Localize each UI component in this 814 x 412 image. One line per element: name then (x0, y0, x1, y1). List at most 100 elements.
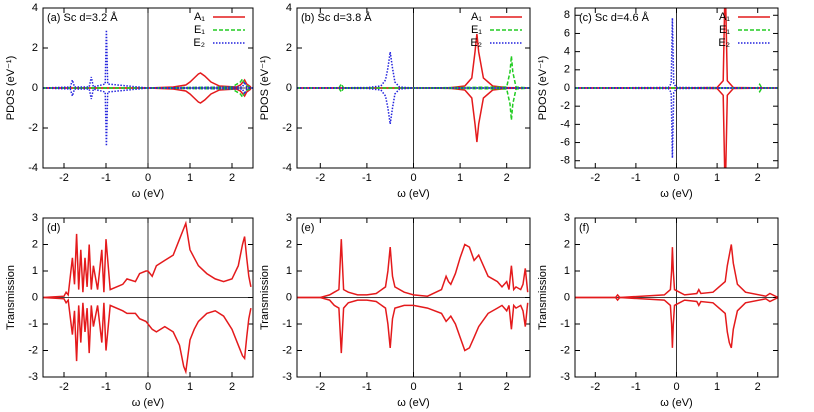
series-line (297, 239, 529, 299)
x-tick-label: -1 (101, 381, 111, 393)
x-axis-label: ω (eV) (660, 188, 692, 200)
series-line (575, 87, 778, 94)
y-axis-label: PDOS (eV⁻¹) (5, 56, 17, 120)
y-tick-label: -4 (282, 162, 292, 174)
series-line (297, 55, 530, 89)
x-tick-label: -2 (315, 381, 325, 393)
legend-label: A₁ (471, 11, 482, 23)
series-line (297, 87, 530, 121)
y-tick-label: 3 (564, 212, 570, 224)
x-tick-label: -1 (631, 381, 641, 393)
x-tick-label: -2 (315, 172, 325, 184)
legend-label: E₂ (718, 37, 730, 49)
panel-title: (f) (579, 222, 589, 234)
y-tick-label: -6 (560, 136, 570, 148)
y-tick-label: 2 (286, 42, 292, 54)
y-tick-label: 0 (286, 82, 292, 94)
y-tick-label: 1 (564, 265, 570, 277)
x-tick-label: -1 (101, 172, 111, 184)
y-tick-label: -8 (560, 155, 570, 167)
y-tick-label: 8 (564, 9, 570, 21)
y-tick-label: 6 (564, 27, 570, 39)
panel-title: (a) Sc d=3.2 Å (47, 11, 118, 24)
x-tick-label: 1 (714, 381, 720, 393)
x-tick-label: 2 (229, 381, 235, 393)
panel-title: (d) (47, 222, 60, 234)
y-axis-label: Transmission (537, 265, 549, 330)
series-line (575, 296, 778, 349)
series-line (297, 51, 530, 89)
panel: -4 -2 0 2 4 -2 -1 0 1 2 (b) Sc d=3.8 Å ω (eV) PDOS (… (259, 2, 531, 200)
x-tick-label: -2 (590, 381, 600, 393)
plot-frame (296, 217, 531, 378)
series-line (43, 72, 252, 89)
x-tick-label: 2 (504, 172, 510, 184)
y-tick-label: 1 (286, 265, 292, 277)
y-tick-label: -1 (560, 318, 570, 330)
y-tick-label: -4 (28, 162, 38, 174)
legend-label: E₂ (193, 37, 205, 49)
x-tick-label: 1 (457, 172, 463, 184)
plot-area (43, 220, 252, 375)
x-tick-label: 0 (673, 172, 679, 184)
y-tick-label: -2 (28, 344, 38, 356)
plot-area (297, 239, 529, 354)
plot-area (575, 8, 778, 168)
x-tick-label: 1 (187, 172, 193, 184)
legend-label: E₁ (471, 24, 482, 36)
y-tick-label: 2 (32, 42, 38, 54)
panel: -4 -2 0 2 4 -2 -1 0 1 2 (a) Sc d=3.2 Å ω (eV) PDOS (… (5, 2, 254, 200)
panel: -8 -6 -4 -2 0 2 4 6 8 -2 -1 0 1 2 (c) Sc d=4.6 Å ω (eV)… (537, 7, 779, 200)
x-tick-label: 0 (145, 381, 151, 393)
panel-title: (b) Sc d=3.8 Å (301, 11, 372, 24)
series-line (43, 87, 252, 99)
y-tick-label: 1 (32, 265, 38, 277)
x-axis-label: ω (eV) (397, 397, 429, 409)
y-tick-label: 4 (286, 2, 292, 14)
series-line (43, 77, 252, 89)
x-tick-label: 2 (755, 381, 761, 393)
legend-label: E₁ (194, 24, 205, 36)
y-tick-label: -2 (282, 344, 292, 356)
y-tick-label: -3 (28, 371, 38, 383)
x-tick-label: -1 (362, 172, 372, 184)
y-tick-label: 2 (564, 238, 570, 250)
y-tick-label: 2 (286, 238, 292, 250)
series-line (43, 87, 252, 104)
y-tick-label: -4 (560, 118, 570, 130)
x-tick-label: -2 (590, 172, 600, 184)
plot-area (43, 29, 253, 147)
y-tick-label: -2 (28, 122, 38, 134)
plot-area (575, 244, 778, 349)
series-line (43, 296, 252, 375)
plot-frame (574, 217, 779, 378)
x-tick-label: 2 (504, 381, 510, 393)
x-tick-label: 0 (673, 381, 679, 393)
x-tick-label: 1 (457, 381, 463, 393)
x-tick-label: 0 (410, 172, 416, 184)
y-axis-label: PDOS (eV⁻¹) (259, 56, 271, 120)
series-line (575, 17, 778, 89)
y-axis-label: Transmission (259, 265, 271, 330)
panel: -3 -2 -1 0 1 2 3 -2 -1 0 1 2 (f) ω (eV) Transmission (537, 212, 779, 409)
y-tick-label: 0 (564, 291, 570, 303)
x-tick-label: 2 (229, 172, 235, 184)
y-tick-label: 2 (564, 64, 570, 76)
plot-frame (42, 217, 254, 378)
y-tick-label: -1 (282, 318, 292, 330)
y-tick-label: 4 (32, 2, 38, 14)
y-tick-label: 2 (32, 238, 38, 250)
y-tick-label: -2 (560, 344, 570, 356)
legend-label: A₁ (194, 11, 205, 23)
x-tick-label: 0 (410, 381, 416, 393)
series-line (43, 29, 253, 89)
series-line (43, 220, 252, 299)
y-tick-label: 0 (564, 82, 570, 94)
plot-area (297, 33, 530, 143)
panel: -3 -2 -1 0 1 2 3 -2 -1 0 1 2 (e) ω (eV) Transmission (259, 212, 531, 409)
x-tick-label: -2 (59, 381, 69, 393)
y-tick-label: 3 (286, 212, 292, 224)
series-line (297, 87, 530, 125)
